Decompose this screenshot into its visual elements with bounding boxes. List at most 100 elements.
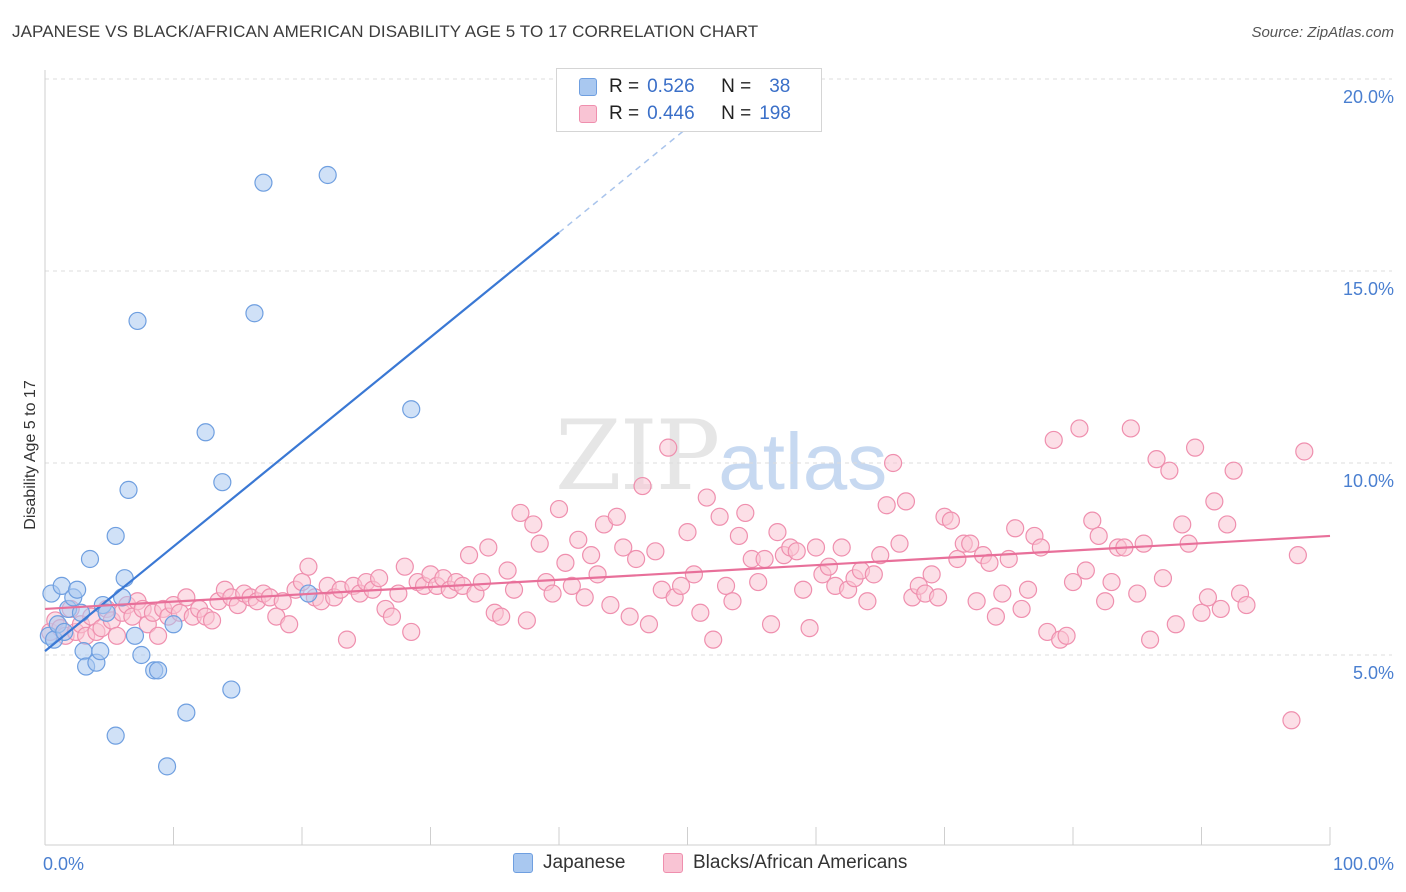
blacks-point bbox=[980, 553, 999, 572]
blacks-point bbox=[1096, 592, 1115, 611]
bottom-legend-swatch-japanese bbox=[513, 853, 533, 873]
blacks-point bbox=[1224, 461, 1243, 480]
japanese-point bbox=[164, 615, 183, 634]
blacks-point bbox=[678, 523, 697, 542]
japanese-point bbox=[91, 642, 110, 661]
blacks-point bbox=[472, 572, 491, 592]
blacks-point bbox=[736, 503, 755, 523]
blacks-point bbox=[504, 580, 524, 599]
japanese-point bbox=[148, 661, 168, 680]
blacks-point bbox=[646, 542, 665, 561]
japanese-point bbox=[177, 703, 196, 722]
blacks-point bbox=[967, 592, 986, 611]
blacks-point bbox=[961, 534, 980, 553]
japanese-point bbox=[106, 526, 125, 546]
blacks-point bbox=[948, 549, 967, 569]
blacks-point bbox=[562, 576, 581, 595]
source-label: Source: ZipAtlas.com bbox=[1251, 24, 1394, 41]
blacks-point bbox=[704, 630, 723, 649]
blacks-point bbox=[684, 565, 704, 584]
bottom-legend-swatch-blacks bbox=[663, 853, 683, 873]
blacks-point bbox=[626, 549, 646, 569]
trend-line-blacks bbox=[44, 534, 1331, 611]
blacks-point bbox=[492, 607, 511, 626]
japanese-point bbox=[254, 173, 273, 192]
blacks-point bbox=[1128, 584, 1147, 603]
japanese-point bbox=[196, 423, 215, 442]
legend-n-label: N = bbox=[721, 76, 752, 97]
x-tick-label: 0.0% bbox=[43, 854, 84, 874]
blacks-point bbox=[787, 542, 806, 561]
blacks-point bbox=[1083, 511, 1102, 530]
blacks-point bbox=[671, 576, 691, 595]
blacks-point bbox=[459, 546, 479, 565]
blacks-point bbox=[794, 580, 813, 599]
blacks-point bbox=[1166, 615, 1185, 634]
blacks-point bbox=[755, 549, 774, 569]
blacks-point bbox=[299, 557, 318, 576]
legend-r-value: 0.446 bbox=[647, 103, 695, 124]
blacks-point bbox=[1140, 630, 1160, 649]
japanese-point bbox=[125, 626, 145, 645]
grid-lines bbox=[45, 78, 1392, 656]
japanese-point bbox=[68, 580, 87, 599]
japanese-point bbox=[157, 757, 177, 776]
japanese-point bbox=[55, 622, 74, 642]
blacks-point bbox=[729, 526, 749, 546]
japanese-point bbox=[222, 680, 241, 699]
blacks-point bbox=[1237, 595, 1256, 615]
blacks-point bbox=[1218, 515, 1237, 534]
legend-r-label: R = bbox=[609, 103, 640, 124]
legend-r-value: 0.526 bbox=[647, 76, 695, 97]
trend-line-japanese bbox=[44, 231, 560, 653]
legend-n-label: N = bbox=[721, 103, 752, 124]
legend-swatch-japanese bbox=[579, 78, 597, 96]
japanese-point bbox=[119, 480, 138, 499]
japanese-point bbox=[318, 165, 337, 185]
blacks-point bbox=[890, 534, 909, 553]
series-japanese-points bbox=[39, 165, 421, 776]
blacks-point bbox=[1295, 442, 1314, 461]
blacks-point bbox=[832, 538, 851, 557]
japanese-point bbox=[128, 311, 147, 331]
watermark-atlas: atlas bbox=[718, 417, 888, 506]
blacks-point bbox=[517, 611, 536, 630]
blacks-point bbox=[1121, 419, 1140, 438]
y-tick-label: 10.0% bbox=[1343, 471, 1394, 491]
legend-n-value: 38 bbox=[769, 76, 791, 97]
blacks-point bbox=[382, 607, 402, 626]
blacks-point bbox=[1147, 450, 1166, 469]
legend: R = 0.526 N = 38 R = 0.446 N = 198 bbox=[556, 68, 822, 132]
blacks-point bbox=[273, 592, 292, 611]
x-tick-label: 100.0% bbox=[1333, 854, 1394, 874]
blacks-point bbox=[1070, 419, 1089, 438]
blacks-point bbox=[941, 511, 961, 530]
blacks-point bbox=[524, 515, 543, 534]
blacks-point bbox=[710, 507, 729, 526]
blacks-point bbox=[1089, 526, 1108, 546]
legend-swatch-blacks bbox=[579, 105, 597, 123]
blacks-point bbox=[1102, 572, 1121, 592]
blacks-point bbox=[1205, 492, 1224, 511]
blacks-point bbox=[883, 453, 903, 473]
blacks-point bbox=[202, 611, 222, 630]
legend-row-blacks: R = 0.446 N = 198 bbox=[579, 102, 791, 126]
blacks-point bbox=[498, 561, 517, 580]
blacks-point bbox=[370, 569, 389, 588]
blacks-point bbox=[749, 572, 768, 592]
blacks-point bbox=[556, 553, 575, 572]
japanese-point bbox=[115, 569, 134, 588]
bottom-legend-label: Blacks/African Americans bbox=[693, 852, 908, 873]
blacks-point bbox=[761, 615, 781, 634]
blacks-point bbox=[723, 592, 742, 611]
blacks-point bbox=[1192, 603, 1211, 622]
blacks-point bbox=[614, 538, 633, 557]
japanese-point bbox=[80, 549, 100, 569]
japanese-point bbox=[402, 400, 421, 419]
y-tick-label: 5.0% bbox=[1353, 663, 1394, 683]
blacks-point bbox=[620, 607, 639, 626]
blacks-point bbox=[928, 588, 948, 607]
blacks-point bbox=[986, 607, 1006, 626]
blacks-point bbox=[148, 626, 168, 645]
